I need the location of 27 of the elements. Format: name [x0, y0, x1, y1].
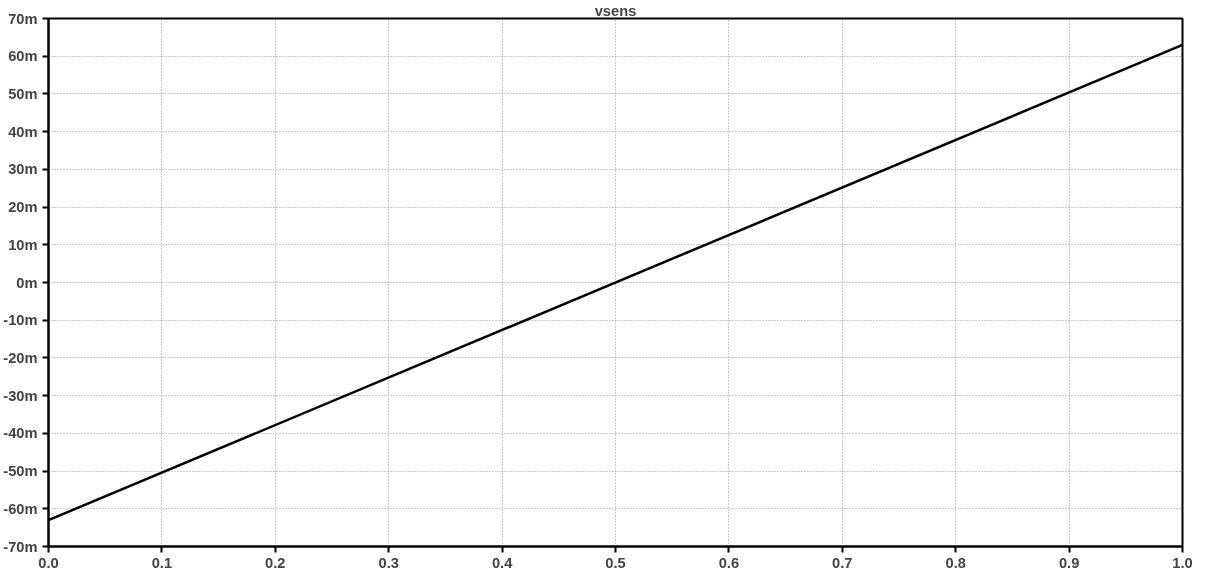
y-tick-label: 0m [16, 274, 38, 291]
y-tick-label: -60m [3, 500, 38, 517]
y-tick-label: -30m [3, 387, 38, 404]
x-tick-label: 0.4 [491, 554, 514, 571]
x-tick-label: 1.0 [1172, 554, 1193, 571]
chart-title: vsens [594, 2, 637, 19]
y-tick-label: 40m [8, 123, 38, 140]
y-tick-label: 30m [8, 161, 38, 178]
y-tick-label: 50m [8, 85, 38, 102]
y-tick-label: -50m [3, 463, 38, 480]
x-tick-label: 0.0 [38, 554, 59, 571]
x-tick-label: 0.9 [1058, 554, 1080, 571]
x-tick-label: 0.8 [945, 554, 966, 571]
y-tick-label: 70m [8, 10, 38, 27]
x-tick-label: 0.2 [265, 554, 286, 571]
y-tick-label: 10m [8, 236, 38, 253]
x-tick-label: 0.5 [605, 554, 626, 571]
x-tick-label: 0.7 [832, 554, 853, 571]
y-tick-label: 60m [8, 48, 38, 65]
x-tick-label: 0.1 [151, 554, 173, 571]
y-tick-label: -10m [3, 312, 38, 329]
x-tick-label: 0.6 [718, 554, 740, 571]
x-tick-label: 0.3 [378, 554, 399, 571]
y-tick-label: 20m [8, 199, 38, 216]
y-tick-label: -70m [3, 538, 38, 555]
y-tick-label: -40m [3, 425, 38, 442]
y-tick-label: -20m [3, 349, 38, 366]
